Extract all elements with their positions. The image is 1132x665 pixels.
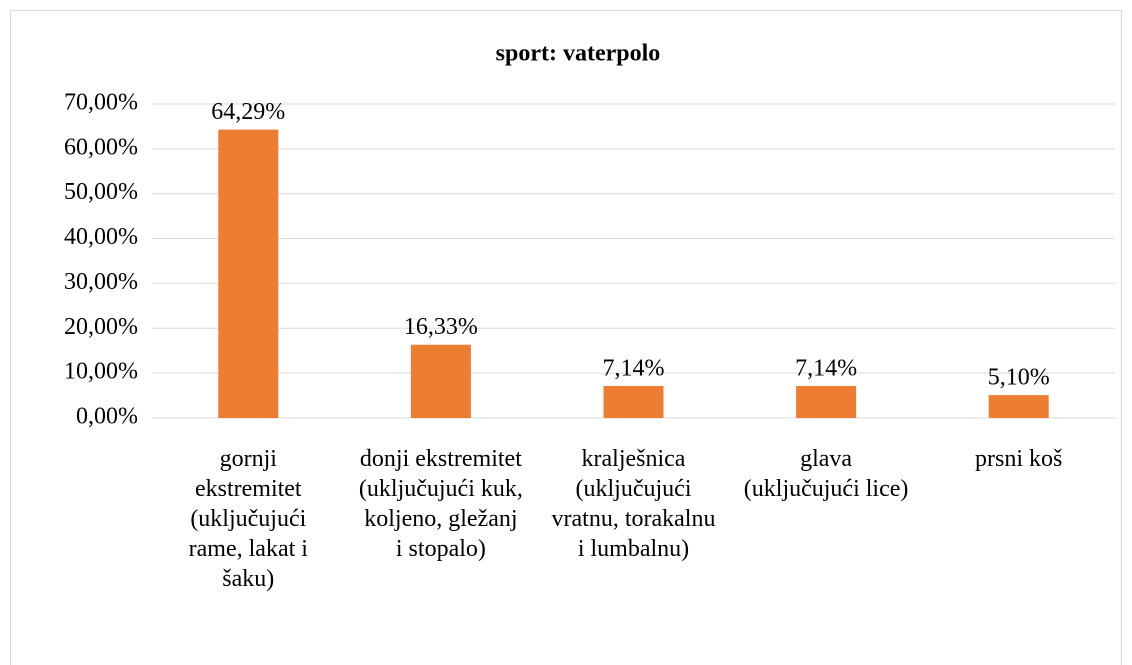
x-tick-label: prsni koš	[975, 446, 1062, 472]
bar	[603, 385, 664, 418]
chart-border	[10, 10, 1122, 665]
y-tick-label: 20,00%	[64, 314, 138, 340]
x-tick-label: glava (uključujući lice)	[744, 446, 909, 502]
y-tick-label: 10,00%	[64, 359, 138, 385]
x-tick-label: donji ekstremitet (uključujući kuk, koljen…	[359, 446, 523, 562]
y-tick-label: 50,00%	[64, 179, 138, 205]
chart-title: sport: vaterpolo	[496, 41, 661, 67]
data-label: 5,10%	[988, 365, 1050, 391]
y-tick-label: 40,00%	[64, 224, 138, 250]
bar	[796, 385, 857, 418]
y-tick-label: 60,00%	[64, 134, 138, 160]
bar	[988, 395, 1049, 418]
data-label: 64,29%	[211, 99, 285, 125]
data-label: 16,33%	[404, 314, 478, 340]
y-tick-label: 70,00%	[64, 90, 138, 116]
data-label: 7,14%	[795, 355, 857, 381]
x-tick-label: kralješnica (uključujući vratnu, torakalnu…	[552, 446, 716, 562]
bar	[410, 344, 471, 418]
x-tick-label: gornji ekstremitet (uključujući rame, lakat…	[189, 446, 309, 592]
bar	[218, 129, 279, 418]
y-tick-label: 30,00%	[64, 269, 138, 295]
y-tick-label: 0,00%	[76, 404, 138, 430]
data-label: 7,14%	[603, 355, 665, 381]
